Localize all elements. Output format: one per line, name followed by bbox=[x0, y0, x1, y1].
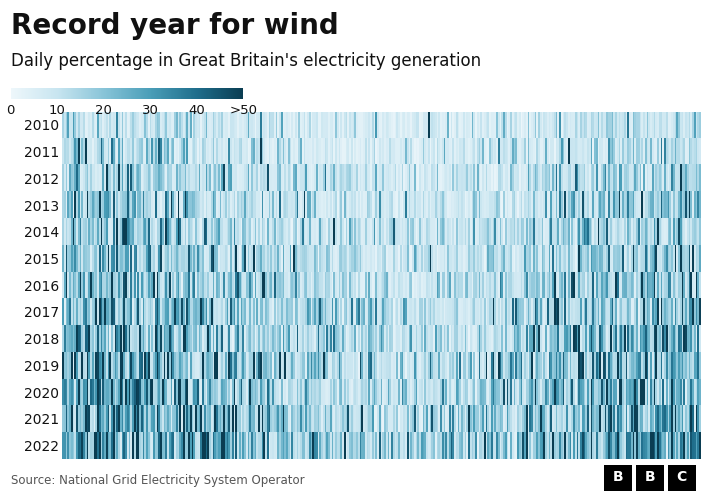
Text: Daily percentage in Great Britain's electricity generation: Daily percentage in Great Britain's elec… bbox=[11, 52, 481, 70]
Bar bbox=[604, 465, 632, 491]
Text: 20: 20 bbox=[95, 104, 112, 117]
Text: 30: 30 bbox=[142, 104, 159, 117]
Text: >50: >50 bbox=[229, 104, 257, 117]
Bar bbox=[668, 465, 696, 491]
Text: Record year for wind: Record year for wind bbox=[11, 12, 338, 40]
Text: Source: National Grid Electricity System Operator: Source: National Grid Electricity System… bbox=[11, 474, 304, 487]
Text: B: B bbox=[613, 470, 624, 484]
Text: C: C bbox=[677, 470, 687, 484]
Bar bbox=[636, 465, 664, 491]
Text: 10: 10 bbox=[49, 104, 66, 117]
Text: 0: 0 bbox=[6, 104, 15, 117]
Text: B: B bbox=[645, 470, 656, 484]
Text: 40: 40 bbox=[188, 104, 205, 117]
